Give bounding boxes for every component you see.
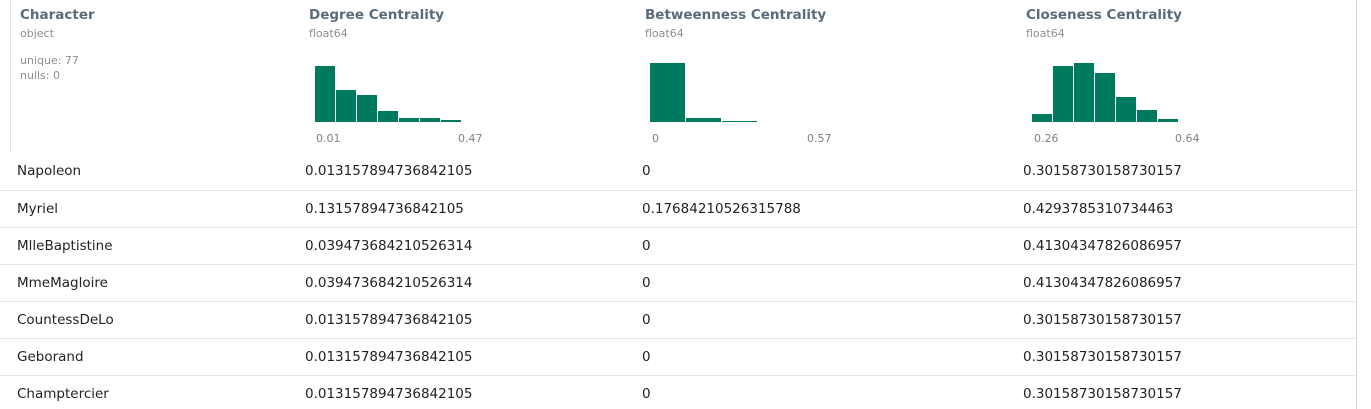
table-row[interactable]: MmeMagloire 0.039473684210526314 0 0.413… <box>0 264 1356 301</box>
cell-betweenness-centrality: 0 <box>642 275 651 291</box>
histogram-bar <box>378 111 398 122</box>
cell-character: Geborand <box>17 349 84 365</box>
axis-max-label: 0.47 <box>458 132 483 145</box>
column-header-betweenness-centrality[interactable]: Betweenness Centrality float64 <box>645 7 826 40</box>
cell-closeness-centrality: 0.30158730158730157 <box>1023 312 1182 328</box>
cell-degree-centrality: 0.039473684210526314 <box>305 275 473 291</box>
cell-degree-centrality: 0.13157894736842105 <box>305 201 464 217</box>
column-dtype: float64 <box>1026 27 1065 40</box>
histogram-bar <box>399 118 419 122</box>
cell-character: Myriel <box>17 201 58 217</box>
axis-min-label: 0.01 <box>316 132 341 145</box>
cell-degree-centrality: 0.013157894736842105 <box>305 349 473 365</box>
histogram-bar <box>420 118 440 122</box>
cell-closeness-centrality: 0.30158730158730157 <box>1023 163 1182 179</box>
cell-betweenness-centrality: 0 <box>642 386 651 402</box>
cell-character: CountessDeLo <box>17 312 114 328</box>
column-name: Character <box>20 7 95 23</box>
histogram-bar <box>722 121 757 122</box>
cell-character: MlleBaptistine <box>17 238 113 254</box>
histogram-bar <box>650 63 685 122</box>
cell-betweenness-centrality: 0 <box>642 349 651 365</box>
histogram-bar <box>1158 119 1178 122</box>
histogram-chart <box>315 66 461 122</box>
cell-degree-centrality: 0.039473684210526314 <box>305 238 473 254</box>
histogram-bar <box>1053 66 1073 122</box>
column-dtype: float64 <box>645 27 684 40</box>
cell-closeness-centrality: 0.4293785310734463 <box>1023 201 1174 217</box>
cell-betweenness-centrality: 0 <box>642 238 651 254</box>
cell-degree-centrality: 0.013157894736842105 <box>305 163 473 179</box>
column-stats: unique: 77 nulls: 0 <box>20 53 95 83</box>
unique-count: unique: 77 <box>20 54 79 67</box>
cell-character: Champtercier <box>17 386 109 402</box>
axis-min-label: 0.26 <box>1034 132 1059 145</box>
cell-closeness-centrality: 0.41304347826086957 <box>1023 275 1182 291</box>
column-divider <box>10 0 11 152</box>
axis-max-label: 0.57 <box>807 132 832 145</box>
histogram-bar <box>357 95 377 122</box>
histogram-bar <box>441 120 461 122</box>
axis-min-label: 0 <box>652 132 659 145</box>
histogram-closeness-centrality <box>1032 56 1182 123</box>
histogram-bar <box>686 118 721 122</box>
axis-max-label: 0.64 <box>1175 132 1200 145</box>
table-row[interactable]: Geborand 0.013157894736842105 0 0.301587… <box>0 338 1356 375</box>
column-dtype: object <box>20 27 54 40</box>
table-body: Napoleon 0.013157894736842105 0 0.301587… <box>0 153 1356 409</box>
cell-degree-centrality: 0.013157894736842105 <box>305 386 473 402</box>
cell-character: Napoleon <box>17 163 82 179</box>
column-name: Betweenness Centrality <box>645 7 827 23</box>
histogram-chart <box>650 63 757 122</box>
cell-closeness-centrality: 0.41304347826086957 <box>1023 238 1182 254</box>
null-count: nulls: 0 <box>20 69 60 82</box>
table-row[interactable]: MlleBaptistine 0.039473684210526314 0 0.… <box>0 227 1356 264</box>
histogram-bar <box>1032 114 1052 122</box>
cell-closeness-centrality: 0.30158730158730157 <box>1023 386 1182 402</box>
histogram-bar <box>315 66 335 122</box>
histogram-bar <box>1116 97 1136 122</box>
cell-character: MmeMagloire <box>17 275 108 291</box>
cell-degree-centrality: 0.013157894736842105 <box>305 312 473 328</box>
column-name: Closeness Centrality <box>1026 7 1182 23</box>
table-row[interactable]: Champtercier 0.013157894736842105 0 0.30… <box>0 375 1356 409</box>
histogram-betweenness-centrality <box>650 56 762 123</box>
column-header-degree-centrality[interactable]: Degree Centrality float64 <box>309 7 444 40</box>
cell-betweenness-centrality: 0 <box>642 312 651 328</box>
histogram-degree-centrality <box>315 56 465 123</box>
table-row[interactable]: Napoleon 0.013157894736842105 0 0.301587… <box>0 153 1356 190</box>
cell-closeness-centrality: 0.30158730158730157 <box>1023 349 1182 365</box>
histogram-chart <box>1032 63 1178 122</box>
column-dtype: float64 <box>309 27 348 40</box>
table-row[interactable]: CountessDeLo 0.013157894736842105 0 0.30… <box>0 301 1356 338</box>
histogram-bar <box>1074 63 1094 122</box>
column-header-character[interactable]: Character object unique: 77 nulls: 0 <box>20 7 95 83</box>
histogram-bar <box>336 90 356 122</box>
cell-betweenness-centrality: 0 <box>642 163 651 179</box>
column-header-closeness-centrality[interactable]: Closeness Centrality float64 <box>1026 7 1182 40</box>
table-row[interactable]: Myriel 0.13157894736842105 0.17684210526… <box>0 190 1356 227</box>
histogram-bar <box>1137 110 1157 122</box>
cell-betweenness-centrality: 0.17684210526315788 <box>642 201 801 217</box>
histogram-bar <box>1095 73 1115 122</box>
column-name: Degree Centrality <box>309 7 445 23</box>
